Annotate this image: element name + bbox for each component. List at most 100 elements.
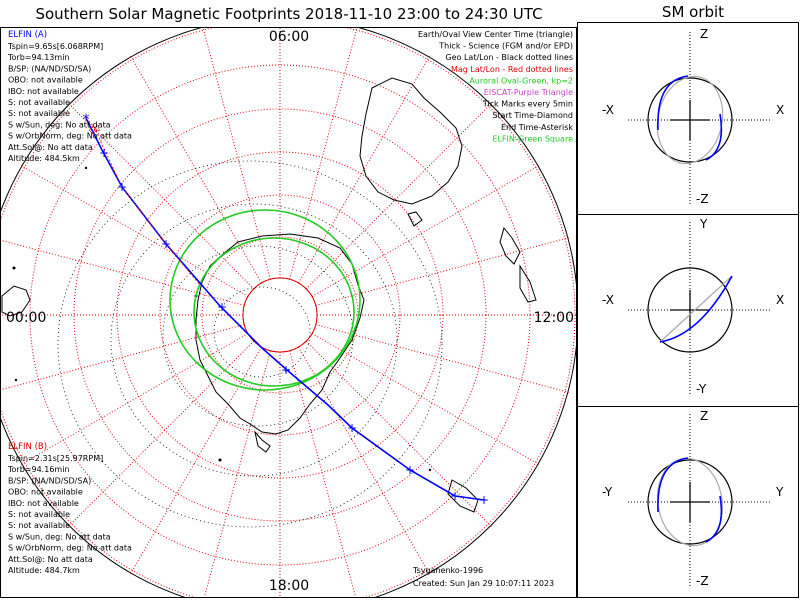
south-america-coastline (447, 479, 479, 513)
orbit-gray (659, 275, 733, 343)
legend-entry: Auroral Oval-Green, kp=2 (469, 76, 573, 85)
axis-label-right: X (776, 293, 784, 307)
axis-label-bottom: -Z (696, 192, 709, 206)
orbit-track (659, 275, 733, 343)
mlt-label-left: 00:00 (6, 310, 46, 326)
track-tick: + (479, 493, 489, 507)
legend-entry: Geo Lat/Lon - Black dotted lines (445, 53, 573, 62)
legend-entry: ELFIN-Green Square (492, 134, 573, 143)
orbit-track (705, 495, 723, 543)
elfin-a-title: ELFIN (A) (8, 30, 47, 40)
elfin-info-line: Att.Sol@: No att data (8, 143, 93, 152)
elfin-a-info: ELFIN (A) Tspin=9.65s[6.068RPM] Torb=94.1… (7, 30, 132, 163)
elfin-b-title: ELFIN (B) (8, 442, 47, 452)
track-tick: + (281, 363, 291, 377)
elfin-info-line: OBO: not available (8, 76, 83, 85)
mag-meridians (1, 28, 576, 597)
mag-meridian (1, 324, 245, 391)
auroral-oval-inner (193, 237, 355, 387)
track-tick: + (117, 180, 127, 194)
mag-meridian (311, 164, 541, 297)
axis-label-top: Z (700, 27, 708, 41)
earth-circle (647, 459, 733, 545)
orbit-frame (577, 22, 799, 598)
elfin-info-line: Tspin=2.31s[25.97RPM] (7, 454, 103, 463)
orbit-panel-3: Z -Z -Y Y (602, 409, 784, 588)
mag-meridian (19, 164, 249, 297)
elfin-info-line: B/SP: (NA/ND/SD/SA) (8, 476, 91, 485)
mag-meridian (67, 340, 255, 528)
mag-meridian (1, 239, 245, 306)
model-credit: Tsyganenko-1996 (412, 566, 483, 575)
legend-entry: Earth/Oval View Center Time (triangle) (418, 30, 573, 39)
mag-meridian (289, 350, 357, 597)
elfin-info-line: Torb=94.13min (7, 53, 69, 62)
mag-meridian (298, 54, 431, 284)
elfin-info-line: S: not available (8, 521, 70, 530)
elfin-b-track (85, 117, 201, 286)
elfin-info-line: S w/Sun, deg: No att data (8, 120, 111, 129)
mag-meridian (19, 333, 249, 466)
legend-entry: End Time-Asterisk (501, 123, 573, 132)
axis-label-top: Y (699, 217, 708, 231)
elfin-info-line: Tspin=9.65s[6.068RPM] (7, 42, 103, 51)
axis-label-right: X (776, 103, 784, 117)
elfin-info-line: Att.Sol@: No att data (8, 555, 93, 564)
islands (12, 166, 432, 472)
orbit-track (657, 75, 689, 131)
track-tick: + (405, 463, 415, 477)
track-tick: + (99, 146, 109, 160)
track-tick: + (450, 489, 460, 503)
orbit-panel-1: Z -Z -X X (602, 27, 784, 206)
mlt-label-right: 12:00 (534, 310, 574, 326)
elfin-info-line: IBO: not available (8, 87, 79, 96)
legend-entry: Tick Marks every 5min (482, 100, 573, 109)
axis-label-left: -X (602, 103, 614, 117)
earth-circle (647, 77, 733, 163)
mag-meridian (289, 28, 358, 280)
track-tick: + (161, 237, 171, 251)
mag-meridian (315, 324, 570, 394)
mag-meridian (67, 102, 255, 290)
new-zealand-coastline (499, 226, 537, 303)
elfin-info-line: S: not available (8, 510, 70, 519)
geo-latlon-grid (57, 160, 443, 528)
axis-label-bottom: -Z (696, 574, 709, 588)
elfin-info-line: S: not available (8, 109, 70, 118)
legend-entry: EISCAT-Purple Triangle (484, 88, 573, 97)
start-diamond: ◇ (89, 123, 98, 136)
end-asterisk: * (83, 112, 90, 128)
elfin-b-info: ELFIN (B) Tspin=2.31s[25.97RPM] Torb=94.1… (7, 442, 132, 575)
axis-label-left: -X (602, 293, 614, 307)
orbit-title: SM orbit (662, 3, 724, 21)
elfin-info-line: Torb=94.16min (7, 465, 69, 474)
mag-meridian (298, 346, 431, 576)
mag-meridian (305, 340, 493, 528)
track-tick: + (347, 421, 357, 435)
elfin-info-line: S w/OrbNorm, deg: No att data (8, 132, 132, 141)
elfin-info-line: OBO: not available (8, 488, 83, 497)
track-tick: + (217, 300, 227, 314)
orbit-track (705, 113, 723, 161)
elfin-info-line: Altitude: 484.5km (8, 154, 80, 163)
elfin-info-line: S: not available (8, 98, 70, 107)
elfin-info-line: S w/Sun, deg: No att data (8, 532, 111, 541)
antarctica-coastline (195, 233, 365, 453)
mag-meridian (311, 333, 541, 466)
mag-meridian (203, 350, 271, 597)
legend-entry: Thick - Science (FGM and/or EPD) (438, 42, 573, 51)
orbit-track (657, 457, 689, 513)
map-legend: Earth/Oval View Center Time (triangle) Th… (418, 30, 573, 143)
created-timestamp: Created: Sun Jan 29 10:07:11 2023 (413, 579, 554, 588)
mag-meridian (315, 236, 570, 306)
africa-coastline (1, 285, 31, 317)
legend-entry: Mag Lat/Lon - Red dotted lines (451, 65, 573, 74)
legend-entry: Start Time-Diamond (492, 111, 573, 120)
elfin-footprint-track (85, 117, 485, 501)
axis-label-left: -Y (602, 485, 613, 499)
auroral-oval-outer (169, 209, 361, 391)
elfin-info-line: Altitude: 484.7km (8, 566, 80, 575)
track-tick-marks: + + + + + + + + + (99, 146, 489, 507)
orbit-panel-2: Y -Y -X X (602, 217, 784, 396)
